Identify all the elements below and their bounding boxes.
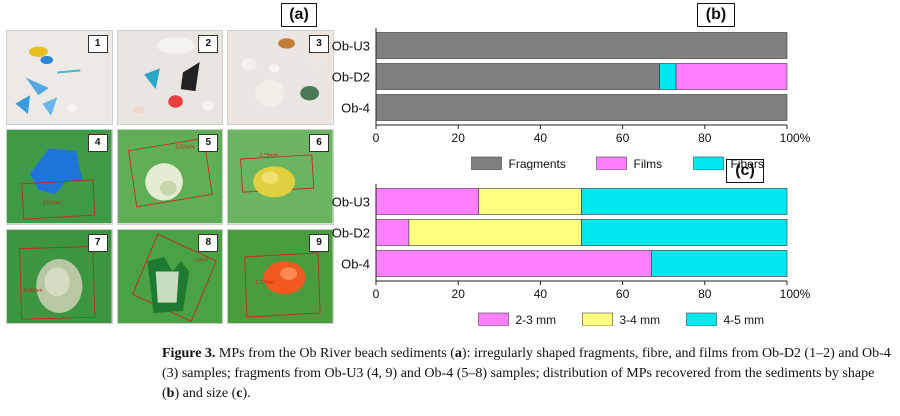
photo-2: 2 [116,30,224,126]
legend-label: 3-4 mm [620,313,661,326]
bar-segment-fragments [375,94,788,121]
panel-b-label: (b) [697,3,735,27]
bar-segment-fibers [659,63,677,90]
legend-swatch [478,312,509,326]
photo-1: 1 [6,30,113,126]
bar-segment-4-5-mm [651,250,788,277]
bar-segment-films [675,63,788,90]
category-label: Ob-D2 [332,70,370,85]
caption-ref-b: b [166,386,175,401]
chart-b: Ob-U3 Ob-D2 Ob-4 0 20 40 60 80 100% Fragments Film… [324,20,884,170]
legend-swatch [596,156,627,170]
x-tick-label: 0 [373,287,380,301]
caption-text: MPs from the Ob River beach sediments ( [215,346,455,361]
photo-3: 3 [227,30,334,126]
legend-swatch [471,156,502,170]
photo-grid: 1 2 3 2,87mm [6,30,334,324]
photo-6: 2,75mm 6 [227,129,334,225]
chart-c-svg: Ob-U3 Ob-D2 Ob-4 0 20 40 60 80 100% 2-3 mm 3-4 mm 4… [332,184,811,326]
measure-label: 2,87mm [43,201,62,207]
legend-label: Fibers [731,157,764,170]
photo-8: 4,11mm 8 [116,228,224,324]
bar-segment-4-5-mm [581,219,788,246]
photo-number: 2 [198,35,219,53]
chart-b-svg: Ob-U3 Ob-D2 Ob-4 0 20 40 60 80 100% Fragments Film… [332,28,811,170]
panel-c-label: (c) [726,159,764,183]
chart-c: Ob-U3 Ob-D2 Ob-4 0 20 40 60 80 100% 2-3 mm 3-4 mm 4… [324,176,884,326]
bar-segment-3-4-mm [478,188,582,215]
caption-text: ). [242,386,251,401]
measure-label: 3,86mm [24,288,43,294]
x-tick-label: 20 [452,131,466,145]
x-tick-label: 60 [616,287,630,301]
measure-label: 4,11mm [193,257,208,262]
measure-label: 2,77mm [256,280,275,286]
legend-swatch [582,312,613,326]
x-tick-label: 80 [698,131,712,145]
bar-segment-2-3-mm [375,250,652,277]
legend-swatch [693,156,724,170]
bar-segment-2-3-mm [375,188,480,215]
photo-number: 1 [87,35,108,53]
category-label: Ob-4 [341,257,370,272]
x-tick-label: 60 [616,131,630,145]
caption-text: ): irregularly shaped fragments, fibre, … [162,346,891,401]
x-tick-label: 40 [534,287,548,301]
x-tick-label: 0 [373,131,380,145]
category-label: Ob-U3 [332,195,370,210]
x-tick-label: 40 [534,131,548,145]
legend-swatch [686,312,717,326]
bar-segment-3-4-mm [408,219,582,246]
figure-caption: Figure 3. MPs from the Ob River beach se… [162,344,892,404]
caption-ref-a: a [454,346,462,361]
legend-label: 2-3 mm [516,313,557,326]
photo-9: 2,77mm 9 [227,228,334,324]
caption-text: ) and size ( [174,386,237,401]
bar-segment-fragments [375,32,788,59]
x-tick-label: 100% [780,131,811,145]
x-tick-label: 100% [780,287,811,301]
measure-label: 2,75mm [260,153,279,159]
photo-4: 2,87mm 4 [6,129,113,225]
x-tick-label: 20 [452,287,466,301]
photo-number: 7 [87,233,108,252]
category-label: Ob-U3 [332,39,370,54]
caption-ref-c: c [236,386,243,401]
bar-segment-2-3-mm [375,219,410,246]
panel-a-label: (a) [281,3,317,27]
category-label: Ob-D2 [332,226,370,241]
bar-segment-fragments [375,63,660,90]
photo-number: 4 [87,134,108,153]
photo-number: 8 [198,233,219,252]
category-label: Ob-4 [341,101,370,116]
photo-number: 9 [308,233,329,252]
legend-label: 4-5 mm [724,313,765,326]
legend-label: Films [634,157,663,170]
photo-number: 6 [308,134,329,153]
photo-number: 3 [308,35,329,53]
photo-5: 2,62mm 5 [116,129,224,225]
measure-label: 2,62mm [175,145,194,151]
x-tick-label: 80 [698,287,712,301]
photo-number: 5 [198,134,219,153]
photo-7: 3,86mm 7 [6,228,113,324]
bar-segment-4-5-mm [581,188,788,215]
caption-label: Figure 3. [162,346,216,361]
legend-label: Fragments [509,157,566,170]
